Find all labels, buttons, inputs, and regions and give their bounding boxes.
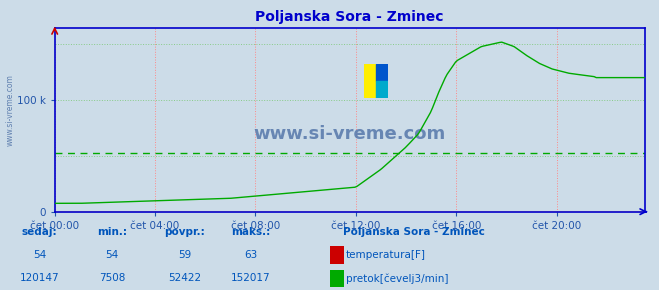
Text: 120147: 120147 [20, 273, 59, 283]
Text: temperatura[F]: temperatura[F] [346, 250, 426, 260]
Text: 152017: 152017 [231, 273, 270, 283]
Text: sedaj:: sedaj: [22, 227, 57, 237]
Text: 63: 63 [244, 250, 257, 260]
Text: maks.:: maks.: [231, 227, 270, 237]
Title: Poljanska Sora - Zminec: Poljanska Sora - Zminec [255, 10, 444, 23]
Text: min.:: min.: [97, 227, 127, 237]
Text: www.si-vreme.com: www.si-vreme.com [5, 74, 14, 146]
Text: 54: 54 [33, 250, 46, 260]
Text: pretok[čevelj3/min]: pretok[čevelj3/min] [346, 273, 449, 284]
Text: 52422: 52422 [168, 273, 201, 283]
Text: Poljanska Sora - Zminec: Poljanska Sora - Zminec [343, 227, 484, 237]
Text: povpr.:: povpr.: [164, 227, 205, 237]
Text: www.si-vreme.com: www.si-vreme.com [254, 125, 445, 143]
Text: 59: 59 [178, 250, 191, 260]
Text: 54: 54 [105, 250, 119, 260]
Text: 7508: 7508 [99, 273, 125, 283]
